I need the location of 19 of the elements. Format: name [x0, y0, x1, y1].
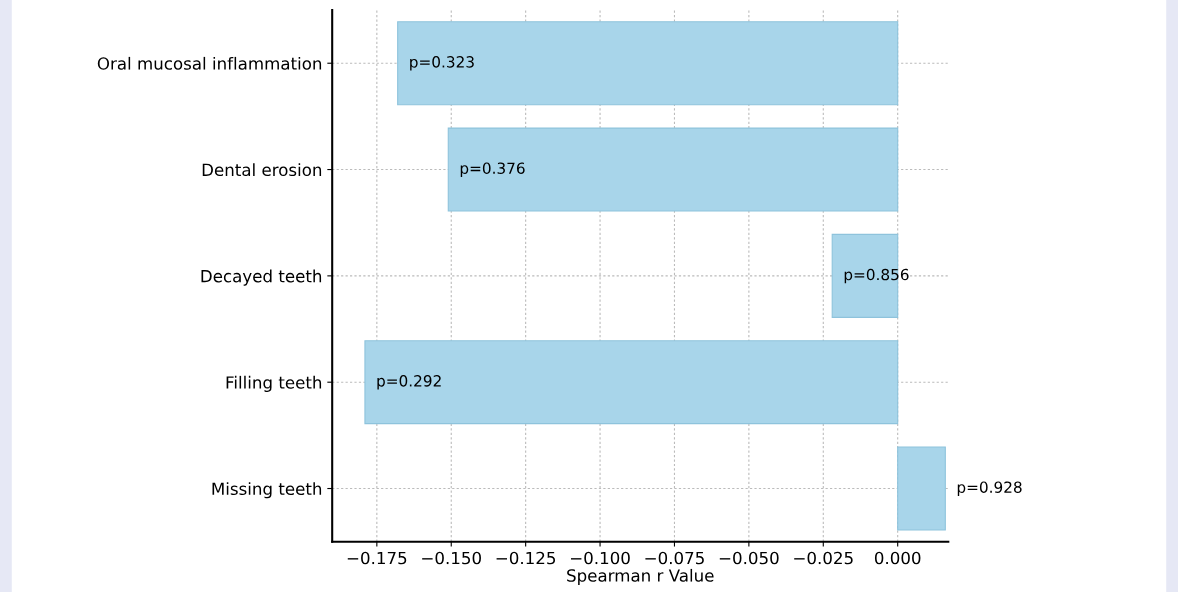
- x-axis-title: Spearman r Value: [567, 568, 714, 586]
- annotation: p=0.856: [844, 268, 909, 284]
- annotation: p=0.376: [460, 162, 525, 177]
- y-tick-label: Missing teeth: [212, 482, 322, 499]
- annotation: p=0.323: [410, 56, 474, 71]
- x-tick-label: −0.050: [719, 551, 779, 565]
- x-tick-label: −0.075: [645, 551, 704, 565]
- y-tick-label: Filling teeth: [226, 375, 322, 392]
- x-tick-label: −0.150: [422, 551, 481, 565]
- x-tick-label: −0.175: [347, 551, 407, 565]
- y-tick-label: Dental erosion: [202, 163, 322, 177]
- x-tick-label: 0.000: [874, 551, 921, 565]
- x-tick-label: −0.125: [496, 551, 556, 565]
- annotation: p=0.928: [957, 481, 1022, 496]
- x-tick-label: −0.100: [570, 551, 630, 565]
- annotation: p=0.292: [377, 375, 441, 390]
- x-tick-label: −0.025: [794, 551, 853, 565]
- y-tick-label: Decayed teeth: [201, 269, 322, 286]
- y-tick-label: Oral mucosal inflammation: [97, 56, 322, 70]
